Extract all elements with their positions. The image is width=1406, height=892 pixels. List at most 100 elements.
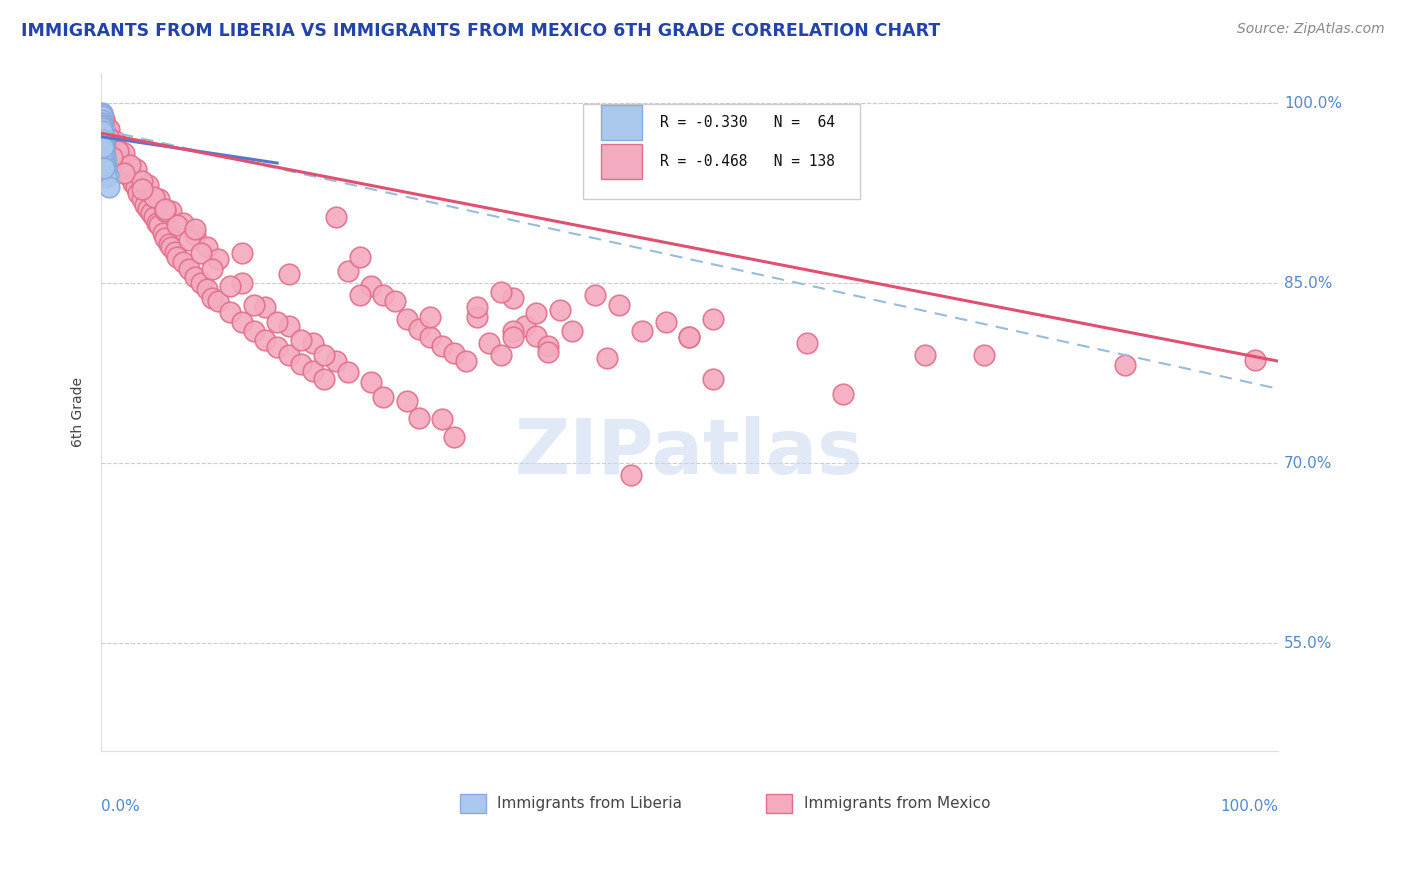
Point (91, 142, 114, 156)
Point (112, 166, 135, 180)
Point (91, 126, 114, 140)
Point (90, 114, 112, 128)
Point (155, 230, 177, 244)
Text: 85.0%: 85.0% (1284, 276, 1333, 291)
Point (118, 170, 141, 185)
Point (93, 144, 115, 158)
Point (93, 146, 115, 161)
Point (467, 310, 489, 324)
Point (561, 324, 583, 338)
Point (177, 261, 200, 276)
Point (91, 128, 114, 143)
Point (207, 294, 229, 309)
Point (443, 346, 465, 360)
Point (131, 192, 153, 206)
Point (242, 324, 264, 338)
Point (93, 142, 115, 156)
Text: ZIPatlas: ZIPatlas (515, 416, 863, 490)
Point (190, 276, 212, 290)
Point (91, 122, 114, 136)
Point (231, 314, 253, 328)
Point (136, 202, 159, 216)
Point (142, 210, 165, 224)
Point (118, 158, 141, 172)
Point (349, 288, 371, 302)
Point (207, 252, 229, 266)
Point (90, 121, 112, 136)
Text: Immigrants from Mexico: Immigrants from Mexico (804, 796, 990, 811)
Point (1114, 358, 1136, 372)
Point (631, 324, 654, 338)
Point (157, 236, 180, 251)
Text: 70.0%: 70.0% (1284, 456, 1333, 471)
Point (184, 228, 207, 243)
Point (619, 468, 641, 483)
Point (242, 298, 264, 312)
Text: 0.0%: 0.0% (100, 799, 139, 814)
Text: Immigrants from Liberia: Immigrants from Liberia (498, 796, 682, 811)
Point (91, 139, 114, 153)
Point (195, 240, 218, 254)
Point (93, 140, 115, 154)
Point (93, 147, 115, 161)
Point (278, 348, 301, 362)
Point (93, 150, 115, 164)
Point (443, 430, 465, 444)
Point (548, 302, 571, 317)
Point (172, 216, 194, 230)
Point (290, 333, 312, 347)
Point (290, 357, 312, 371)
Point (94, 135, 117, 149)
Point (91, 135, 114, 149)
Point (90, 108, 112, 122)
Point (336, 365, 359, 379)
Point (796, 336, 818, 351)
Text: R = -0.468   N = 138: R = -0.468 N = 138 (659, 154, 835, 169)
Point (702, 372, 724, 386)
Point (90, 115, 112, 129)
Point (607, 298, 630, 312)
Point (478, 336, 501, 351)
Point (373, 288, 395, 302)
Point (97, 168, 120, 182)
Point (395, 393, 418, 408)
Point (93, 149, 115, 163)
Point (91, 126, 114, 140)
Point (524, 329, 547, 343)
Point (524, 306, 547, 320)
Point (91, 132, 114, 146)
Point (94, 160, 117, 174)
Point (96, 120, 118, 134)
Point (97, 180, 120, 194)
Point (148, 219, 170, 233)
Point (160, 240, 183, 254)
Point (301, 336, 323, 351)
Point (90, 112, 112, 127)
Point (91, 136, 114, 151)
Point (172, 254, 194, 268)
Point (266, 340, 288, 354)
Point (101, 138, 124, 153)
Point (104, 135, 127, 149)
Point (201, 291, 224, 305)
Point (583, 288, 606, 302)
Point (97, 129, 120, 144)
Point (195, 282, 218, 296)
Point (93, 112, 115, 126)
Point (430, 338, 453, 352)
Point (93, 161, 115, 175)
Point (301, 364, 323, 378)
FancyBboxPatch shape (460, 794, 485, 813)
Point (148, 192, 170, 206)
Point (96, 170, 118, 185)
Point (360, 278, 382, 293)
Point (201, 261, 224, 276)
Point (336, 264, 359, 278)
Point (131, 174, 153, 188)
Point (90, 109, 112, 123)
Point (93, 153, 115, 168)
Point (678, 330, 700, 344)
Point (90, 112, 112, 126)
Point (91, 120, 114, 134)
Point (254, 333, 277, 347)
